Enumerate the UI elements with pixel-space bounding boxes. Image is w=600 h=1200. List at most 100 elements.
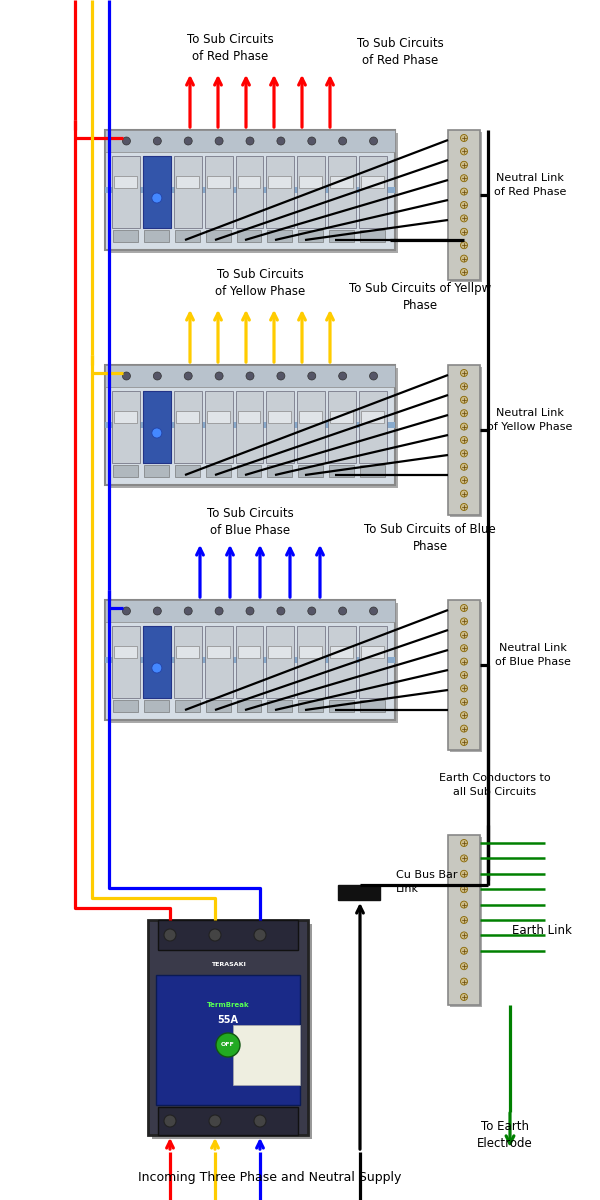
Bar [176,646,199,658]
Circle shape [461,188,467,196]
Circle shape [461,228,467,235]
Bar [448,835,480,1006]
Text: Incoming Three Phase and Neutral Supply: Incoming Three Phase and Neutral Supply [139,1171,401,1184]
Circle shape [154,607,161,614]
Bar [206,230,230,242]
Circle shape [461,962,467,970]
Bar [360,464,385,476]
Text: To Sub Circuits
of Yellow Phase: To Sub Circuits of Yellow Phase [215,268,305,298]
Circle shape [277,372,285,380]
Bar [448,130,480,280]
Bar [105,130,395,250]
Circle shape [461,840,467,846]
Text: TERASAKI: TERASAKI [211,962,245,967]
Bar [330,646,353,658]
Bar [330,410,353,422]
Bar [329,464,354,476]
Circle shape [122,372,130,380]
Bar [105,187,395,193]
Bar [206,646,230,658]
Bar [113,464,138,476]
Bar [206,700,230,712]
Circle shape [461,437,467,444]
Circle shape [461,241,467,248]
Bar [299,410,322,422]
Circle shape [164,929,176,941]
Text: To Sub Circuits of Yellpw
Phase: To Sub Circuits of Yellpw Phase [349,282,491,312]
Circle shape [164,1115,176,1127]
Circle shape [246,372,254,380]
Circle shape [461,134,467,142]
Circle shape [209,1115,221,1127]
Bar [298,391,325,463]
Text: To Sub Circuits of Blue
Phase: To Sub Circuits of Blue Phase [364,523,496,553]
Circle shape [461,476,467,484]
Circle shape [461,269,467,276]
Bar [359,626,387,698]
Circle shape [152,193,162,203]
Circle shape [338,137,347,145]
Bar [298,700,323,712]
Circle shape [308,372,316,380]
Circle shape [461,932,467,938]
Circle shape [461,202,467,209]
Circle shape [254,1115,266,1127]
Text: Earth Link: Earth Link [512,924,572,936]
Circle shape [122,137,130,145]
Bar [361,646,384,658]
Text: Neutral Link
of Yellow Phase: Neutral Link of Yellow Phase [487,408,572,432]
Bar [176,176,199,188]
Bar [328,391,356,463]
Bar [145,646,168,658]
Circle shape [370,137,377,145]
Bar [143,391,171,463]
Bar [450,367,482,517]
Circle shape [215,607,223,614]
Bar [206,464,230,476]
Circle shape [461,854,467,862]
Bar [158,1106,298,1135]
Bar [338,886,380,900]
Text: Neutral Link
of Blue Phase: Neutral Link of Blue Phase [495,643,571,667]
Bar [236,391,263,463]
Bar [266,391,295,463]
Bar [105,658,395,662]
Circle shape [461,917,467,924]
Text: 55A: 55A [218,1015,239,1025]
Circle shape [461,725,467,732]
Bar [238,646,260,658]
Bar [143,391,171,463]
Bar [114,176,137,188]
Text: Earth Conductors to
all Sub Circuits: Earth Conductors to all Sub Circuits [439,773,551,797]
Bar [144,464,169,476]
Circle shape [461,424,467,430]
Text: Cu Bus Bar
Link: Cu Bus Bar Link [396,870,458,894]
Bar [105,365,395,485]
Bar [105,365,395,386]
Bar [156,974,300,1105]
Circle shape [461,490,467,497]
Bar [238,176,260,188]
Circle shape [461,947,467,954]
Circle shape [461,450,467,457]
Bar [114,410,137,422]
Bar [450,602,482,752]
Bar [206,410,230,422]
Bar [175,700,200,712]
Circle shape [461,658,467,665]
Circle shape [370,607,377,614]
Bar [450,838,482,1007]
Bar [236,464,262,476]
Bar [359,156,387,228]
Bar [174,626,202,698]
Bar [148,920,308,1135]
Bar [266,626,295,698]
Bar [205,156,233,228]
Bar [205,391,233,463]
Bar [236,626,263,698]
Bar [105,130,395,152]
Bar [105,600,395,622]
Text: To Sub Circuits
of Blue Phase: To Sub Circuits of Blue Phase [206,506,293,538]
Circle shape [277,607,285,614]
Bar [238,410,260,422]
